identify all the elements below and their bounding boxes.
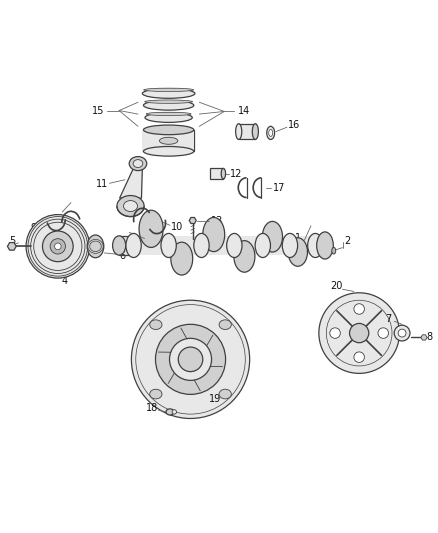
- Ellipse shape: [159, 138, 178, 144]
- Text: 9: 9: [30, 223, 36, 233]
- Text: 6: 6: [120, 251, 126, 261]
- Ellipse shape: [219, 389, 231, 399]
- Ellipse shape: [255, 233, 271, 257]
- Text: 20: 20: [330, 281, 343, 291]
- Ellipse shape: [219, 320, 231, 329]
- Text: 5: 5: [9, 236, 15, 246]
- Circle shape: [131, 300, 250, 418]
- Text: 7: 7: [385, 314, 391, 324]
- Ellipse shape: [268, 130, 272, 136]
- Ellipse shape: [146, 112, 191, 116]
- Ellipse shape: [221, 168, 226, 179]
- Text: 13: 13: [211, 215, 223, 225]
- Circle shape: [178, 347, 203, 372]
- Circle shape: [350, 324, 369, 343]
- Ellipse shape: [317, 232, 333, 259]
- Polygon shape: [117, 236, 328, 255]
- Ellipse shape: [194, 233, 209, 257]
- Ellipse shape: [267, 126, 275, 140]
- Circle shape: [319, 293, 399, 374]
- Ellipse shape: [143, 147, 194, 156]
- Polygon shape: [120, 168, 142, 198]
- Ellipse shape: [288, 238, 307, 266]
- Ellipse shape: [129, 157, 147, 171]
- Ellipse shape: [139, 210, 163, 247]
- Ellipse shape: [332, 247, 336, 254]
- Ellipse shape: [26, 215, 89, 278]
- Text: 19: 19: [208, 394, 221, 404]
- Circle shape: [170, 338, 212, 381]
- Circle shape: [354, 352, 364, 362]
- Ellipse shape: [145, 100, 193, 103]
- Polygon shape: [421, 335, 427, 340]
- Ellipse shape: [172, 410, 177, 414]
- Ellipse shape: [144, 88, 194, 92]
- Polygon shape: [143, 130, 194, 151]
- Ellipse shape: [133, 159, 143, 167]
- Text: 1: 1: [295, 233, 301, 244]
- Ellipse shape: [203, 217, 225, 252]
- Text: 8: 8: [426, 333, 432, 343]
- Ellipse shape: [42, 231, 73, 262]
- Ellipse shape: [150, 320, 162, 329]
- Ellipse shape: [50, 239, 66, 254]
- Ellipse shape: [166, 409, 174, 415]
- Ellipse shape: [87, 235, 104, 258]
- Text: 4: 4: [62, 276, 68, 286]
- Circle shape: [330, 328, 340, 338]
- Ellipse shape: [145, 113, 192, 123]
- Ellipse shape: [262, 221, 283, 252]
- Text: 3: 3: [145, 232, 151, 242]
- Ellipse shape: [227, 233, 242, 257]
- Ellipse shape: [171, 242, 193, 275]
- Ellipse shape: [143, 125, 194, 135]
- Circle shape: [378, 328, 389, 338]
- Ellipse shape: [117, 196, 144, 216]
- Ellipse shape: [236, 124, 242, 140]
- Text: 17: 17: [273, 183, 286, 192]
- Ellipse shape: [142, 88, 195, 98]
- Text: 14: 14: [238, 107, 251, 116]
- Text: 16: 16: [288, 120, 300, 131]
- Ellipse shape: [252, 124, 258, 140]
- Ellipse shape: [307, 233, 323, 257]
- Text: 10: 10: [171, 222, 184, 232]
- Polygon shape: [189, 217, 196, 223]
- Ellipse shape: [55, 243, 61, 249]
- Ellipse shape: [124, 200, 138, 212]
- Polygon shape: [210, 168, 223, 179]
- Ellipse shape: [282, 233, 298, 257]
- Circle shape: [155, 324, 226, 394]
- Text: 11: 11: [95, 179, 108, 189]
- Ellipse shape: [126, 233, 141, 257]
- Ellipse shape: [150, 389, 162, 399]
- Ellipse shape: [143, 101, 194, 110]
- Ellipse shape: [234, 241, 255, 272]
- Circle shape: [398, 329, 406, 337]
- Text: 12: 12: [230, 168, 243, 179]
- Polygon shape: [239, 124, 255, 140]
- Text: 18: 18: [146, 403, 159, 414]
- Ellipse shape: [113, 236, 126, 255]
- Text: 15: 15: [92, 106, 104, 116]
- Circle shape: [354, 304, 364, 314]
- Polygon shape: [7, 243, 16, 250]
- Text: 2: 2: [344, 236, 350, 246]
- Ellipse shape: [161, 233, 176, 257]
- Circle shape: [394, 325, 410, 341]
